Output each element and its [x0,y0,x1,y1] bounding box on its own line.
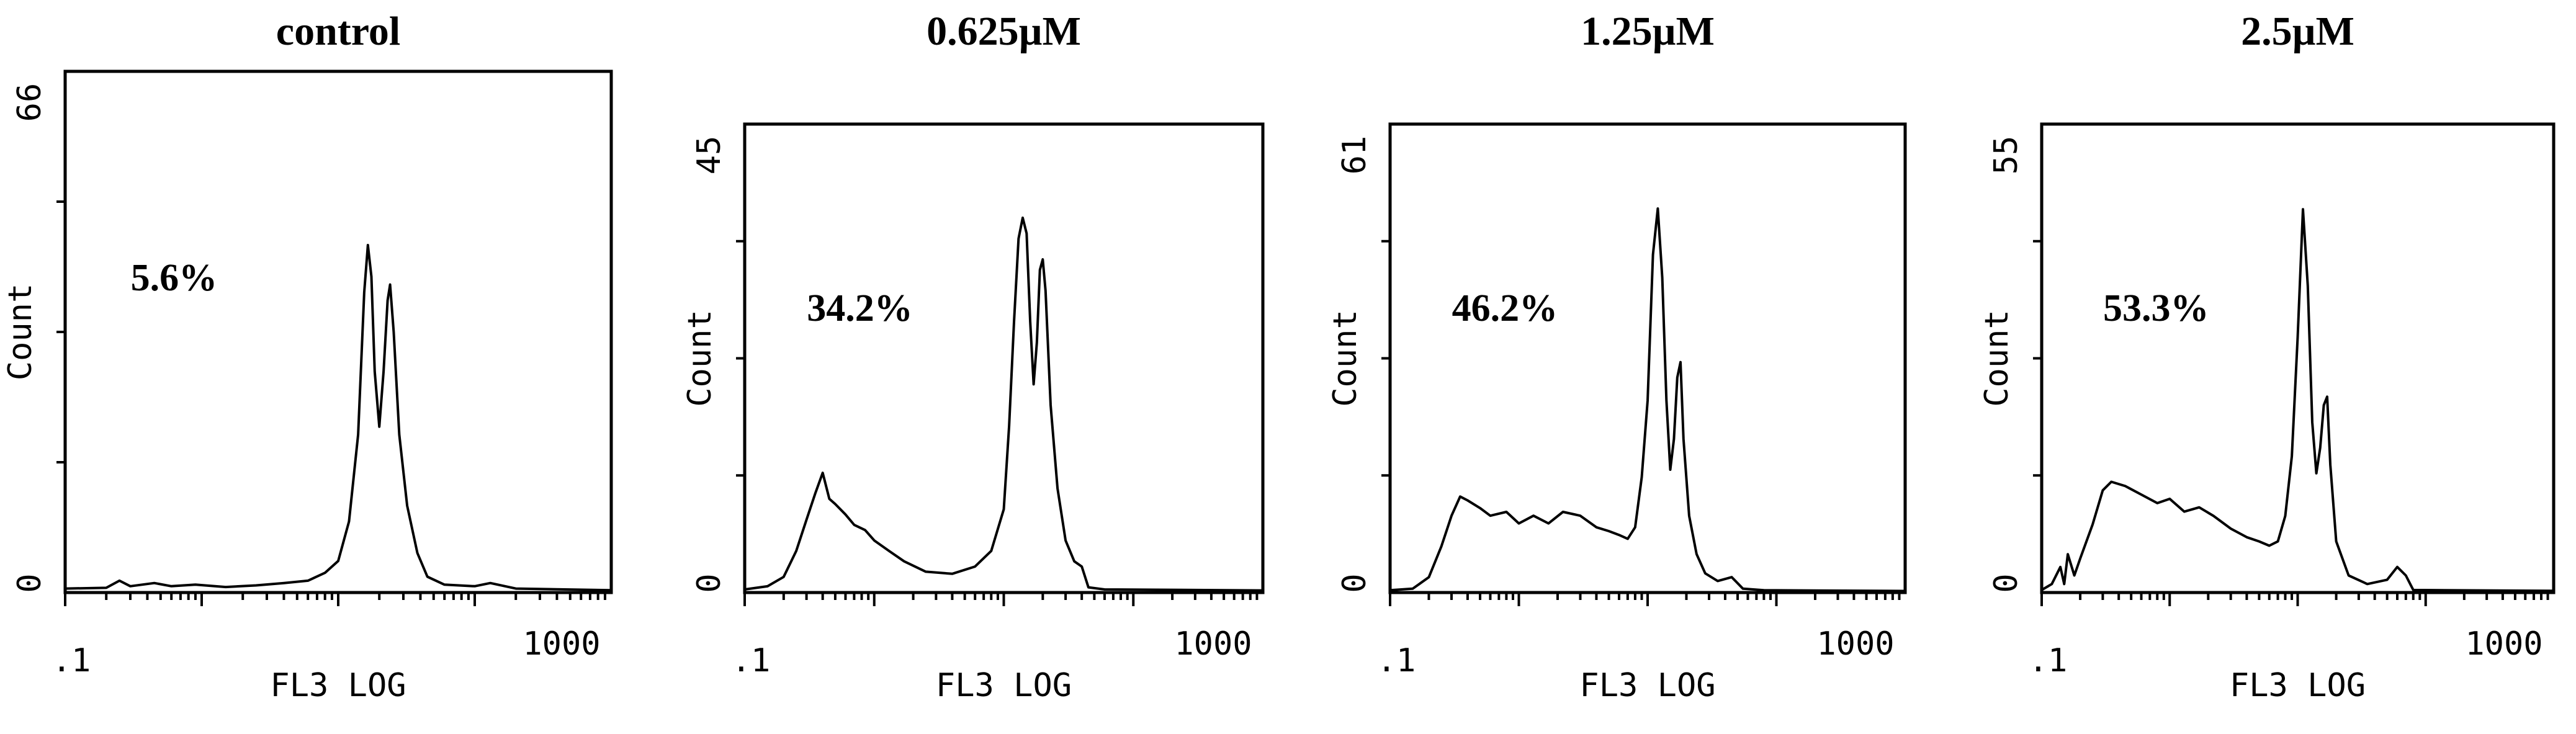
histogram-panel-1: 0.625µM 34.2% FL3 LOG .1 1000 Count 0 45 [681,9,1265,704]
x-tick-label: .1 [732,642,771,679]
y-axis-label: Count [681,310,719,407]
panel-title: 1.25µM [1581,9,1715,54]
percentage-annotation: 53.3% [2103,287,2209,329]
x-tick-label: .1 [1377,642,1416,679]
x-axis-label: FL3 LOG [270,667,406,704]
y-tick-label: 0 [1336,573,1373,593]
histogram-panel-3: 2.5µM 53.3% FL3 LOG .1 1000 Count 0 55 [1978,9,2556,704]
plot-frame [1388,122,1907,594]
x-tick-label: 1000 [2465,625,2542,663]
y-axis-label: Count [2,284,39,381]
y-axis-label: Count [1327,310,1364,407]
x-axis-label: FL3 LOG [936,667,1072,704]
y-tick-label: 55 [1988,136,2025,175]
plot-frame [63,69,613,594]
x-axis-label: FL3 LOG [1579,667,1715,704]
x-axis-label: FL3 LOG [2230,667,2366,704]
histogram-trace [65,244,612,592]
percentage-annotation: 46.2% [1452,287,1558,329]
y-tick-label: 45 [691,136,728,175]
y-tick-label: 0 [11,573,48,593]
histogram-panel-2: 1.25µM 46.2% FL3 LOG .1 1000 Count 0 61 [1327,9,1907,704]
histogram-trace [1389,207,1906,593]
plot-frame [743,122,1265,594]
panel-title: 0.625µM [927,9,1081,54]
histogram-trace [744,217,1263,592]
x-tick-label: 1000 [1816,625,1894,663]
x-tick-label: .1 [52,642,91,679]
panel-title: 2.5µM [2241,9,2354,54]
percentage-annotation: 34.2% [807,287,913,329]
percentage-annotation: 5.6% [131,257,218,299]
y-axis-label: Count [1978,310,2016,407]
y-tick-label: 0 [1988,573,2025,593]
panel-title: control [276,9,400,54]
histogram-panel-0: control 5.6% FL3 LOG .1 1000 Count 0 66 [2,9,613,704]
y-tick-label: 0 [691,573,728,593]
histogram-trace [2040,208,2554,593]
y-tick-label: 61 [1336,136,1373,175]
x-tick-label: .1 [2029,642,2068,679]
x-tick-label: 1000 [523,625,600,663]
y-tick-label: 66 [11,83,48,122]
x-tick-label: 1000 [1174,625,1252,663]
